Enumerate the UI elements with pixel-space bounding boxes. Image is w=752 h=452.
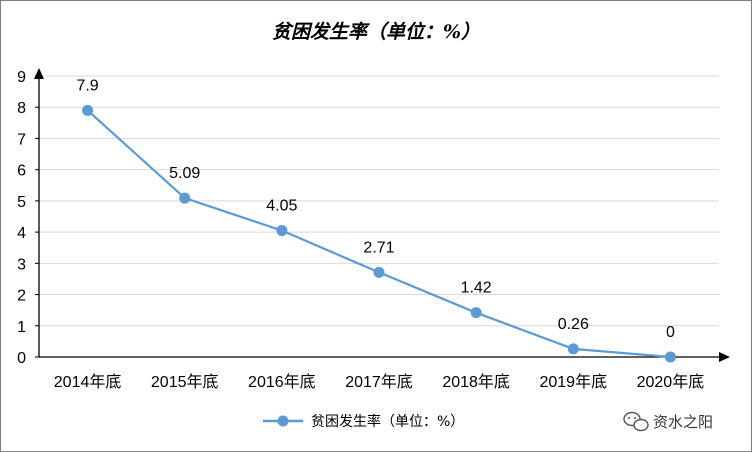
y-tick-label: 5 xyxy=(17,194,26,211)
data-labels: 7.9 5.09 4.05 2.71 1.42 0.26 0 xyxy=(76,77,675,341)
y-tick-label: 0 xyxy=(17,350,26,367)
axes xyxy=(34,68,730,362)
x-tick-label: 2015年底 xyxy=(151,373,219,391)
y-tick-label: 4 xyxy=(17,225,26,242)
data-label: 7.9 xyxy=(76,77,98,94)
grid-lines xyxy=(39,75,719,327)
watermark: 资水之阳 xyxy=(623,411,713,432)
x-tick-label: 2014年底 xyxy=(54,373,122,391)
data-label: 5.09 xyxy=(169,165,200,182)
x-tick-label: 2018年底 xyxy=(442,373,510,391)
y-tick-label: 1 xyxy=(17,319,26,336)
y-tick-label: 6 xyxy=(17,163,26,180)
y-tick-label: 3 xyxy=(17,256,26,273)
data-point[interactable] xyxy=(373,266,385,278)
x-axis-ticks: 2014年底 2015年底 2016年底 2017年底 2018年底 2019年底 2020… xyxy=(54,373,704,391)
y-tick-label: 8 xyxy=(17,100,26,117)
data-label: 4.05 xyxy=(266,198,297,215)
chart-title: 贫困发生率（单位：%） xyxy=(272,21,480,43)
data-label: 0.26 xyxy=(558,316,589,333)
x-tick-label: 2016年底 xyxy=(248,373,316,391)
x-axis-arrow-icon xyxy=(719,352,730,362)
y-axis-arrow-icon xyxy=(34,68,44,79)
data-point[interactable] xyxy=(276,225,288,237)
x-tick-label: 2017年底 xyxy=(345,373,413,391)
y-axis-ticks: 0 1 2 3 4 5 6 7 8 9 xyxy=(17,69,39,367)
y-tick-label: 7 xyxy=(17,131,26,148)
data-point[interactable] xyxy=(470,307,482,319)
legend[interactable]: 贫困发生率（单位：%） xyxy=(263,413,464,430)
y-tick-label: 2 xyxy=(17,288,26,305)
data-point[interactable] xyxy=(664,351,676,363)
x-tick-label: 2020年底 xyxy=(637,373,705,391)
data-label: 1.42 xyxy=(461,280,492,297)
data-label: 0 xyxy=(666,324,675,341)
wechat-icon xyxy=(623,411,649,432)
legend-label: 贫困发生率（单位：%） xyxy=(311,413,464,430)
series-line xyxy=(82,104,676,363)
legend-marker-icon xyxy=(277,415,289,427)
data-point[interactable] xyxy=(179,192,191,204)
y-tick-label: 9 xyxy=(17,69,26,86)
x-tick-label: 2019年底 xyxy=(539,373,607,391)
data-point[interactable] xyxy=(567,343,579,355)
watermark-text: 资水之阳 xyxy=(653,413,713,431)
data-label: 2.71 xyxy=(363,239,394,256)
data-point[interactable] xyxy=(82,104,94,116)
